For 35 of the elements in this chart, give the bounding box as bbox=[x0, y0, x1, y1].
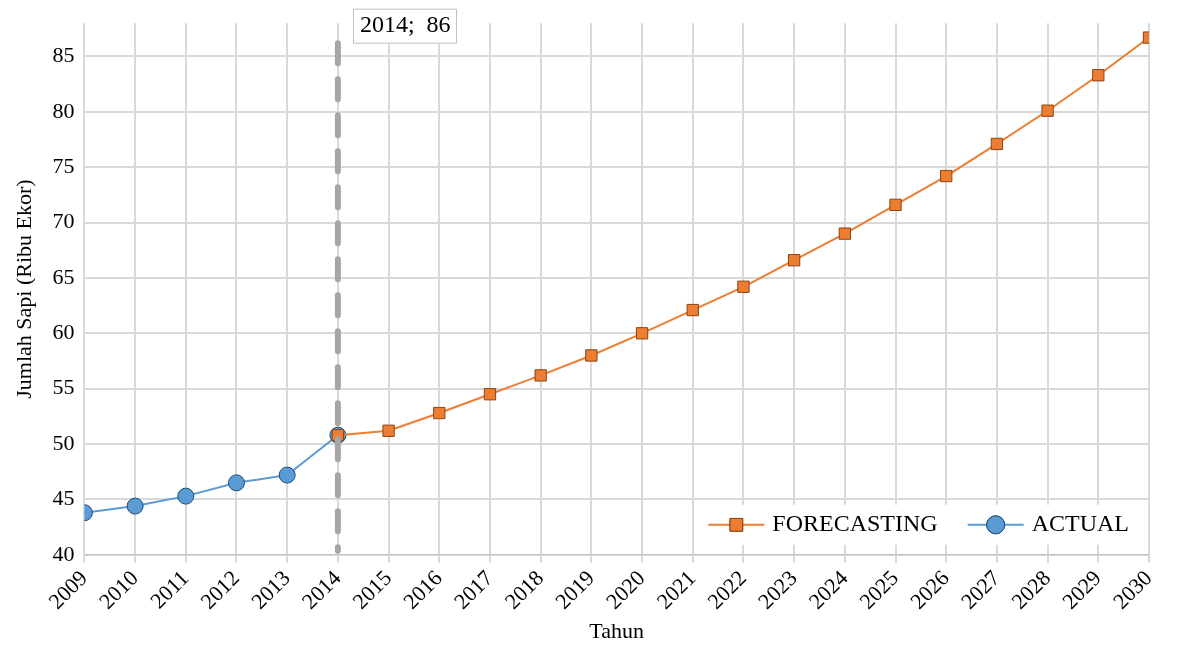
legend-label: ACTUAL bbox=[1031, 510, 1129, 537]
point bbox=[1041, 104, 1054, 117]
y-axis-title: Jumlah Sapi (Ribu Ekor) bbox=[10, 179, 36, 399]
point bbox=[686, 303, 699, 317]
y-tick-label: 50 bbox=[52, 429, 75, 455]
point bbox=[534, 369, 547, 382]
y-tick-label: 60 bbox=[52, 319, 75, 345]
y-tick-label: 75 bbox=[52, 152, 75, 178]
ref-line-label: 2014; 86 bbox=[359, 11, 451, 38]
x-axis-title: Tahun bbox=[589, 617, 645, 643]
legend-label: FORECASTING bbox=[772, 510, 938, 537]
point bbox=[940, 169, 953, 183]
point bbox=[737, 280, 750, 293]
y-tick-label: 55 bbox=[52, 374, 75, 400]
y-tick-label: 85 bbox=[52, 42, 75, 68]
point bbox=[382, 424, 395, 437]
point bbox=[483, 388, 497, 401]
point bbox=[278, 466, 296, 484]
x-tick-label: 2011 bbox=[145, 565, 194, 614]
point bbox=[787, 254, 801, 267]
y-tick-label: 65 bbox=[52, 263, 75, 289]
point bbox=[126, 497, 144, 515]
y-tick-label: 40 bbox=[52, 540, 75, 566]
point bbox=[635, 327, 649, 340]
y-tick-label: 45 bbox=[52, 485, 75, 511]
point bbox=[889, 198, 902, 211]
point bbox=[1092, 69, 1105, 82]
point bbox=[838, 227, 851, 240]
point bbox=[433, 406, 446, 420]
y-tick-label: 80 bbox=[52, 97, 75, 123]
point bbox=[227, 474, 245, 492]
point bbox=[990, 137, 1004, 151]
point bbox=[585, 349, 598, 362]
y-tick-label: 70 bbox=[52, 208, 75, 234]
point bbox=[177, 487, 195, 505]
